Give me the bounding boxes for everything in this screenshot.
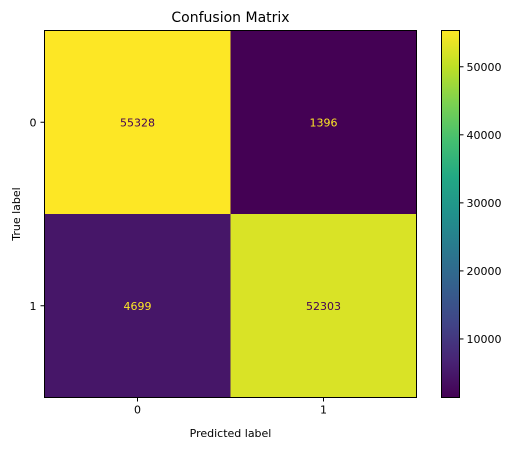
- colorbar-tick-label: 50000: [467, 61, 502, 74]
- x-tick-label: 1: [320, 404, 327, 417]
- heatmap-cell: [230, 30, 417, 214]
- y-axis-label: True label: [10, 187, 23, 241]
- cell-value-label: 4699: [124, 300, 152, 313]
- y-tick-label: 1: [30, 300, 37, 313]
- heatmap-cell-labels: 55328 1396 4699 52303: [120, 116, 341, 313]
- x-tick-label: 0: [134, 404, 141, 417]
- colorbar-tick-label: 40000: [467, 129, 502, 142]
- y-axis-ticks: 01: [30, 116, 45, 313]
- colorbar-tick-label: 20000: [467, 265, 502, 278]
- colorbar-tick-label: 10000: [467, 333, 502, 346]
- chart-title: Confusion Matrix: [171, 10, 289, 26]
- colorbar: [441, 30, 460, 398]
- colorbar-ticks: 10000 20000 30000 40000 50000: [459, 61, 502, 346]
- colorbar-tick-label: 30000: [467, 197, 502, 210]
- plot-frame: [44, 30, 417, 398]
- y-tick-label: 0: [30, 116, 37, 129]
- heatmap-cells: [44, 30, 417, 398]
- heatmap-cell: [44, 214, 231, 398]
- cell-value-label: 55328: [120, 116, 155, 129]
- x-axis-label: Predicted label: [190, 427, 272, 440]
- heatmap-cell: [230, 214, 417, 398]
- cell-value-label: 52303: [306, 300, 341, 313]
- cell-value-label: 1396: [310, 116, 338, 129]
- heatmap-cell: [44, 30, 231, 214]
